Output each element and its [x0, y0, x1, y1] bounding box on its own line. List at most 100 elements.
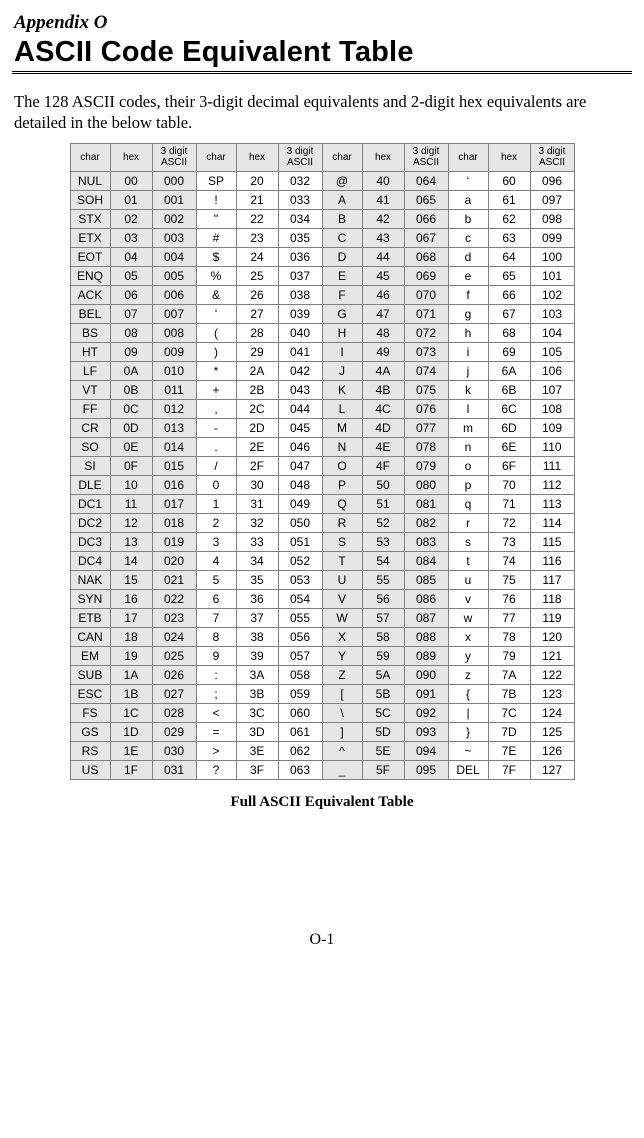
table-cell: ENQ — [70, 267, 110, 286]
table-cell: SYN — [70, 590, 110, 609]
table-cell: ETX — [70, 229, 110, 248]
table-cell: 51 — [362, 495, 404, 514]
table-cell: 0C — [110, 400, 152, 419]
table-cell: ‘ — [448, 172, 488, 191]
table-cell: 2E — [236, 438, 278, 457]
table-row: VT0B011+2B043K4B075k6B107 — [70, 381, 574, 400]
table-cell: 001 — [152, 191, 196, 210]
table-cell: BEL — [70, 305, 110, 324]
table-cell: 28 — [236, 324, 278, 343]
table-cell: 069 — [404, 267, 448, 286]
table-cell: 102 — [530, 286, 574, 305]
table-cell: 086 — [404, 590, 448, 609]
table-cell: 01 — [110, 191, 152, 210]
table-cell: 27 — [236, 305, 278, 324]
table-cell: 36 — [236, 590, 278, 609]
table-row: DC212018232050R52082r72114 — [70, 514, 574, 533]
table-cell: 39 — [236, 647, 278, 666]
table-cell: 44 — [362, 248, 404, 267]
table-cell: q — [448, 495, 488, 514]
table-cell: 41 — [362, 191, 404, 210]
table-row: ENQ05005%25037E45069e65101 — [70, 267, 574, 286]
table-cell: 75 — [488, 571, 530, 590]
table-cell: 048 — [278, 476, 322, 495]
table-cell: x — [448, 628, 488, 647]
table-cell: E — [322, 267, 362, 286]
table-cell: NUL — [70, 172, 110, 191]
col-header-hex: hex — [236, 144, 278, 172]
table-cell: 042 — [278, 362, 322, 381]
table-caption: Full ASCII Equivalent Table — [12, 794, 632, 811]
table-cell: 5C — [362, 704, 404, 723]
table-cell: 3C — [236, 704, 278, 723]
table-row: ACK06006&26038F46070f66102 — [70, 286, 574, 305]
table-cell: 057 — [278, 647, 322, 666]
table-cell: z — [448, 666, 488, 685]
table-cell: 3B — [236, 685, 278, 704]
table-cell: * — [196, 362, 236, 381]
table-cell: 37 — [236, 609, 278, 628]
table-cell: FS — [70, 704, 110, 723]
table-cell: 032 — [278, 172, 322, 191]
table-cell: 03 — [110, 229, 152, 248]
table-cell: " — [196, 210, 236, 229]
table-row: STX02002"22034B42066b62098 — [70, 210, 574, 229]
table-cell: 1D — [110, 723, 152, 742]
table-cell: b — [448, 210, 488, 229]
table-cell: 19 — [110, 647, 152, 666]
table-row: SI0F015/2F047O4F079o6F111 — [70, 457, 574, 476]
table-cell: @ — [322, 172, 362, 191]
table-cell: 052 — [278, 552, 322, 571]
table-cell: S — [322, 533, 362, 552]
table-cell: 34 — [236, 552, 278, 571]
col-header-char: char — [448, 144, 488, 172]
table-cell: 76 — [488, 590, 530, 609]
table-cell: 082 — [404, 514, 448, 533]
table-cell: 096 — [530, 172, 574, 191]
table-cell: y — [448, 647, 488, 666]
table-cell: 50 — [362, 476, 404, 495]
table-cell: D — [322, 248, 362, 267]
table-cell: 8 — [196, 628, 236, 647]
table-cell: 118 — [530, 590, 574, 609]
table-cell: 077 — [404, 419, 448, 438]
table-cell: 090 — [404, 666, 448, 685]
table-cell: ETB — [70, 609, 110, 628]
appendix-label: Appendix O — [14, 12, 632, 34]
table-cell: 69 — [488, 343, 530, 362]
table-cell: 021 — [152, 571, 196, 590]
table-cell: s — [448, 533, 488, 552]
table-cell: 7D — [488, 723, 530, 742]
table-cell: 7 — [196, 609, 236, 628]
table-cell: = — [196, 723, 236, 742]
table-cell: 079 — [404, 457, 448, 476]
table-cell: G — [322, 305, 362, 324]
table-cell: 66 — [488, 286, 530, 305]
table-cell: 63 — [488, 229, 530, 248]
table-cell: 025 — [152, 647, 196, 666]
table-row: BS08008(28040H48072h68104 — [70, 324, 574, 343]
table-cell: F — [322, 286, 362, 305]
table-cell: ) — [196, 343, 236, 362]
table-cell: 7C — [488, 704, 530, 723]
table-row: LF0A010*2A042J4A074j6A106 — [70, 362, 574, 381]
page-number: O-1 — [12, 931, 632, 949]
table-cell: ( — [196, 324, 236, 343]
table-cell: 3F — [236, 761, 278, 780]
table-row: ETX03003#23035C43067c63099 — [70, 229, 574, 248]
table-cell: W — [322, 609, 362, 628]
table-cell: I — [322, 343, 362, 362]
table-cell: 24 — [236, 248, 278, 267]
table-cell: : — [196, 666, 236, 685]
table-cell: k — [448, 381, 488, 400]
table-cell: 099 — [530, 229, 574, 248]
table-cell: 4D — [362, 419, 404, 438]
table-cell: 2A — [236, 362, 278, 381]
table-cell: 4E — [362, 438, 404, 457]
table-cell: 6E — [488, 438, 530, 457]
table-cell: 2 — [196, 514, 236, 533]
table-cell: 7A — [488, 666, 530, 685]
table-cell: 073 — [404, 343, 448, 362]
table-cell: 072 — [404, 324, 448, 343]
table-cell: 1E — [110, 742, 152, 761]
